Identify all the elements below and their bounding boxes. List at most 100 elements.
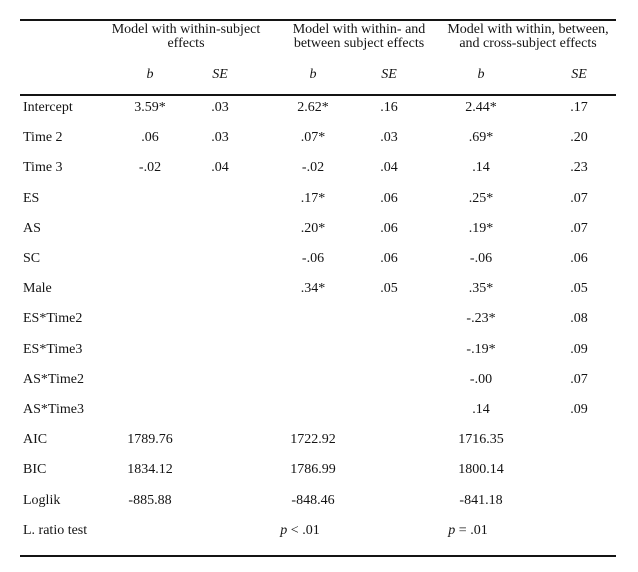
cell-value: -885.88 (128, 492, 172, 508)
cell-value: .06 (570, 251, 588, 266)
cell-value: -841.18 (459, 492, 503, 508)
row-label: Intercept (23, 100, 73, 115)
cell-value: .06 (380, 190, 398, 206)
cell-value: 1716.35 (458, 432, 504, 448)
cell-value: 1800.14 (458, 462, 504, 478)
cell-value: p = .01 (448, 522, 488, 538)
cell-value: .03 (211, 100, 229, 115)
table-header-rule (20, 94, 616, 96)
cell-value: .20 (570, 130, 588, 146)
row-label: L. ratio test (23, 522, 88, 538)
model2-se-column-header: SE (381, 67, 397, 82)
cell-value: -.19* (466, 341, 496, 357)
row-label: AS*Time2 (23, 371, 84, 387)
cell-value: .07 (570, 371, 588, 387)
cell-value: -.06 (301, 251, 325, 266)
table-row: AS*Time2 -.00 .07 (0, 370, 638, 389)
table-row: AIC 1789.76 1722.92 1716.35 (0, 430, 638, 449)
cell-value: .06 (380, 220, 398, 236)
model2-title-line1: Model with within- and (292, 22, 426, 37)
row-label: ES*Time2 (23, 311, 83, 327)
model1-b-column-header: b (146, 67, 154, 82)
model1-group-header: Model with within-subject effects (112, 23, 261, 51)
table-row: ES*Time2 -.23* .08 (0, 309, 638, 328)
cell-value: 1789.76 (127, 432, 173, 448)
table-row: L. ratio test p < .01 p = .01 (0, 521, 638, 540)
cell-value: .08 (570, 311, 588, 327)
model3-group-header: Model with within, between, and cross-su… (447, 23, 608, 51)
row-label: ES (23, 190, 40, 206)
table-row: Intercept 3.59* .03 2.62* .16 2.44* .17 (0, 98, 638, 117)
cell-value: .16 (380, 100, 398, 115)
row-label: BIC (23, 462, 47, 478)
model2-b-column-header: b (309, 67, 317, 82)
model1-title-line1: Model with within-subject (111, 22, 261, 37)
cell-value: .17 (570, 100, 588, 115)
cell-value: .05 (380, 281, 398, 297)
cell-value: 2.62* (297, 100, 329, 115)
row-label: AS*Time3 (23, 402, 84, 417)
cell-value: .07 (570, 190, 588, 206)
table-row: Time 3 -.02 .04 -.02 .04 .14 .23 (0, 158, 638, 177)
row-label: ES*Time3 (23, 341, 83, 357)
cell-value: .07 (570, 220, 588, 236)
cell-value: .20* (300, 220, 326, 236)
cell-value: .14 (472, 160, 490, 176)
table-bottom-rule (20, 555, 616, 557)
cell-value: -848.46 (291, 492, 335, 508)
cell-value: .04 (380, 160, 398, 176)
table-row: ES*Time3 -.19* .09 (0, 340, 638, 359)
cell-value: -.02 (301, 160, 325, 176)
cell-value: 1786.99 (290, 462, 336, 478)
cell-value: -.02 (138, 160, 162, 176)
cell-value: 2.44* (465, 100, 497, 115)
table-row: SC -.06 .06 -.06 .06 (0, 249, 638, 268)
cell-value: .25* (468, 190, 494, 206)
model2-title-line2: between subject effects (293, 36, 425, 51)
row-label: Time 2 (23, 130, 63, 146)
table-row: ES .17* .06 .25* .07 (0, 189, 638, 208)
cell-value: p < .01 (280, 522, 320, 538)
cell-value: .19* (468, 220, 494, 236)
model3-b-column-header: b (477, 67, 485, 82)
row-label: SC (23, 251, 41, 266)
cell-value: .09 (570, 341, 588, 357)
cell-value: .14 (472, 402, 490, 417)
row-label: Male (23, 281, 52, 297)
cell-value: .09 (570, 402, 588, 417)
row-label: Loglik (23, 492, 61, 508)
cell-value: .03 (211, 130, 229, 146)
model3-se-column-header: SE (571, 67, 587, 82)
cell-value: 1834.12 (127, 462, 173, 478)
row-label: AS (23, 220, 41, 236)
cell-value: .03 (380, 130, 398, 146)
cell-value: 3.59* (134, 100, 166, 115)
model3-title-line2: and cross-subject effects (459, 36, 597, 51)
cell-value: .23 (570, 160, 588, 176)
cell-value: .07* (300, 130, 326, 146)
model3-title-line1: Model with within, between, (447, 22, 609, 37)
table-row: AS .20* .06 .19* .07 (0, 219, 638, 238)
table-row: BIC 1834.12 1786.99 1800.14 (0, 460, 638, 479)
model2-group-header: Model with within- and between subject e… (293, 23, 426, 51)
row-label: Time 3 (23, 160, 63, 176)
table-row: Time 2 .06 .03 .07* .03 .69* .20 (0, 128, 638, 147)
table-row: AS*Time3 .14 .09 (0, 400, 638, 419)
table-row: Loglik -885.88 -848.46 -841.18 (0, 491, 638, 510)
cell-value: -.06 (469, 251, 493, 266)
cell-value: .04 (211, 160, 229, 176)
cell-value: .69* (468, 130, 494, 146)
model1-title-line2: effects (167, 36, 205, 51)
cell-value: -.00 (469, 371, 493, 387)
table-top-rule (20, 19, 616, 21)
model1-se-column-header: SE (212, 67, 228, 82)
cell-value: -.23* (466, 311, 496, 327)
cell-value: .05 (570, 281, 588, 297)
table-row: Male .34* .05 .35* .05 (0, 279, 638, 298)
cell-value: .17* (300, 190, 326, 206)
cell-value: .34* (300, 281, 326, 297)
cell-value: .35* (468, 281, 494, 297)
cell-value: .06 (141, 130, 159, 146)
column-subheader-row: b SE b SE b SE (0, 65, 638, 84)
